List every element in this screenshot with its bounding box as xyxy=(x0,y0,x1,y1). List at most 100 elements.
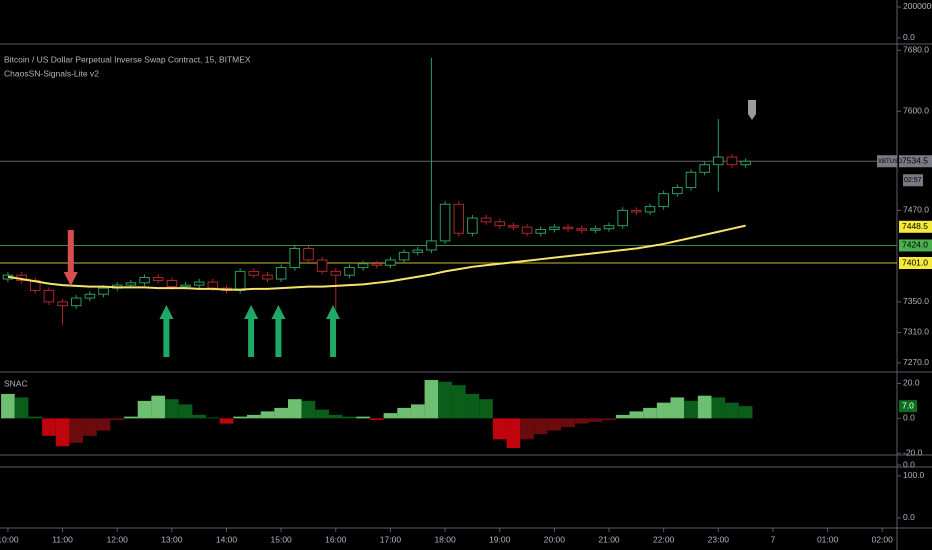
x-tick-label: 20:00 xyxy=(544,534,566,544)
flag-marker xyxy=(748,100,756,120)
x-tick-label: 17:00 xyxy=(380,534,402,544)
histogram-bar xyxy=(684,400,698,419)
histogram-bar xyxy=(206,417,220,419)
histogram-bar xyxy=(287,399,302,419)
histogram-bar xyxy=(697,395,712,419)
histogram-bar xyxy=(725,402,739,419)
candle-body xyxy=(412,249,424,253)
moving-average xyxy=(7,224,746,291)
candle-body xyxy=(658,193,669,208)
chart-title: Bitcoin / US Dollar Perpetual Inverse Sw… xyxy=(4,54,251,64)
histogram-bar xyxy=(397,407,411,419)
histogram-bar xyxy=(629,411,644,419)
histogram-bar xyxy=(479,399,493,419)
candle-body xyxy=(426,240,437,251)
x-tick-label: 14:00 xyxy=(216,534,238,544)
histogram-bar xyxy=(492,418,507,440)
histogram-bar xyxy=(738,406,753,419)
candle-body xyxy=(713,156,724,166)
candle-body xyxy=(494,221,506,227)
y-tick-label: 0.0 xyxy=(903,459,915,469)
x-tick-label: 12:00 xyxy=(107,534,129,544)
candle-body xyxy=(357,263,369,269)
histogram-bar xyxy=(315,409,329,419)
price-badge-label: 7424.0 xyxy=(902,240,928,250)
histogram-bar xyxy=(643,407,657,419)
histogram-bar xyxy=(520,418,534,440)
histogram-bar xyxy=(506,418,521,449)
candle-body xyxy=(562,226,574,230)
candle-body xyxy=(84,293,96,299)
histogram-bar xyxy=(410,404,425,419)
histogram-bar xyxy=(69,418,84,443)
y-tick-label: 7470.0 xyxy=(903,205,929,215)
histogram-bar xyxy=(356,416,370,419)
candle-body xyxy=(535,228,546,234)
y-tick-label: 7310.0 xyxy=(903,327,929,337)
candle-body xyxy=(248,270,260,276)
candle-body xyxy=(685,171,697,189)
candle-body xyxy=(139,276,150,284)
histogram-bar xyxy=(342,416,357,419)
candle-body xyxy=(508,225,519,228)
candle-body xyxy=(521,226,533,234)
symbol-badge xyxy=(877,155,897,168)
histogram-bar xyxy=(670,397,685,419)
histogram-bar xyxy=(561,418,575,428)
buy-arrow xyxy=(271,305,286,357)
countdown-label: 02:57 xyxy=(904,177,922,184)
histogram-bar xyxy=(301,400,316,419)
candle-body xyxy=(193,281,205,286)
x-tick-label: 16:00 xyxy=(325,534,347,544)
sell-arrow xyxy=(63,230,78,286)
histogram-bar xyxy=(615,414,630,419)
candle-body xyxy=(125,282,137,286)
x-tick-label: 10:00 xyxy=(0,534,19,544)
x-tick-label: 19:00 xyxy=(489,534,511,544)
histogram-bar xyxy=(451,385,466,419)
candle-body xyxy=(439,203,451,242)
candle-body xyxy=(603,225,615,230)
price-badge-label: 7448.5 xyxy=(902,221,928,231)
price-badge xyxy=(899,155,932,168)
candle-body xyxy=(43,289,55,303)
x-tick-label: 02:00 xyxy=(872,534,894,544)
candle-body xyxy=(207,281,219,289)
x-tick-label: 18:00 xyxy=(434,534,456,544)
candle-body xyxy=(590,228,601,231)
candle-body xyxy=(316,259,328,272)
candle-body xyxy=(371,263,383,266)
histogram-bar xyxy=(533,418,548,435)
candle-body xyxy=(672,187,683,195)
histogram-bar xyxy=(83,418,97,436)
histogram-bar xyxy=(233,416,247,419)
histogram-bar xyxy=(165,399,179,419)
candle-body xyxy=(344,267,355,276)
last-value-label: 7.0 xyxy=(902,400,914,410)
histogram-bar xyxy=(219,418,234,424)
candle-body xyxy=(330,270,342,276)
candle-body xyxy=(467,217,478,234)
histogram-bar xyxy=(574,418,589,424)
y-tick-label: 0.0 xyxy=(903,32,915,42)
histogram-bar xyxy=(656,402,671,419)
y-tick-label: 7270.0 xyxy=(903,357,929,367)
candle-body xyxy=(740,160,751,166)
histogram-bar xyxy=(260,411,275,419)
candle-body xyxy=(385,259,396,266)
price-badge-label: 7401.0 xyxy=(902,257,928,267)
x-tick-label: 22:00 xyxy=(653,534,675,544)
candle-body xyxy=(617,209,628,227)
candle-body xyxy=(644,206,656,213)
candle-body xyxy=(699,164,710,173)
candle-body xyxy=(549,226,560,230)
histogram-bar xyxy=(369,418,384,421)
histogram-bar xyxy=(178,404,193,419)
y-tick-label: 7350.0 xyxy=(903,296,929,306)
y-tick-label: 7600.0 xyxy=(903,106,929,116)
y-tick-label: -20.0 xyxy=(903,448,923,458)
x-tick-label: 23:00 xyxy=(708,534,730,544)
histogram-bar xyxy=(124,416,138,419)
histogram-bar xyxy=(588,418,603,422)
